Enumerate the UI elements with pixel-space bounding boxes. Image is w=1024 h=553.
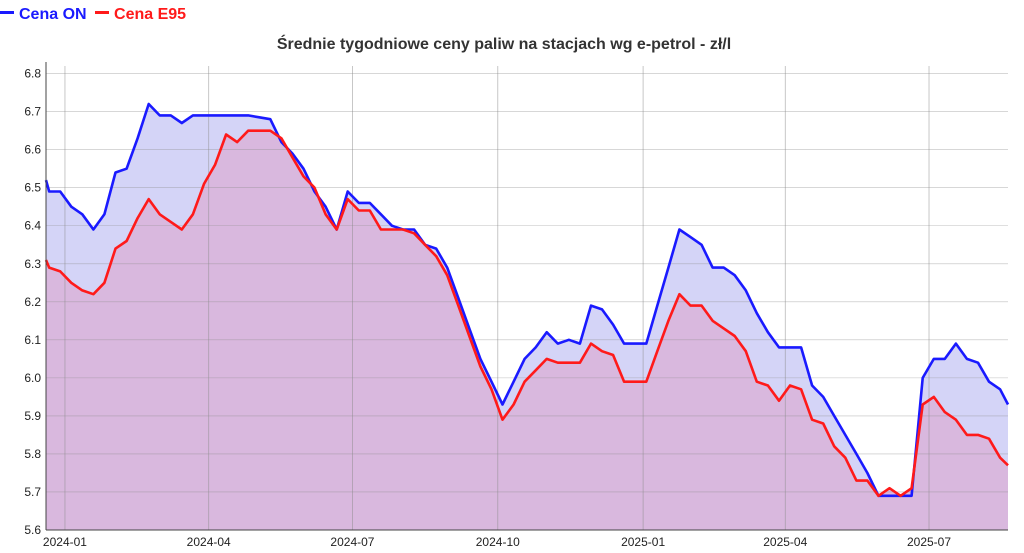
x-tick-label: 2024-01: [43, 535, 87, 549]
y-tick-label: 6.4: [24, 219, 41, 233]
y-tick-label: 6.7: [24, 105, 41, 119]
chart-title: Średnie tygodniowe ceny paliw na stacjac…: [276, 36, 732, 53]
y-tick-label: 6.5: [24, 181, 41, 195]
y-tick-label: 6.3: [24, 257, 41, 271]
x-tick-label: 2024-07: [330, 535, 374, 549]
legend-item-on[interactable]: Cena ON: [0, 6, 87, 24]
y-tick-label: 6.8: [24, 67, 41, 81]
chart-legend: Cena ON Cena E95: [0, 6, 190, 26]
y-tick-label: 5.7: [24, 485, 41, 499]
legend-swatch-on: [0, 11, 14, 15]
y-tick-label: 6.2: [24, 295, 41, 309]
y-tick-label: 6.0: [24, 371, 41, 385]
legend-label-e95: Cena E95: [114, 6, 187, 23]
y-tick-label: 5.9: [24, 409, 41, 423]
y-tick-label: 6.1: [24, 333, 41, 347]
legend-label-on: Cena ON: [19, 6, 87, 23]
y-tick-label: 5.6: [24, 523, 41, 537]
legend-swatch-e95: [95, 11, 110, 15]
x-tick-label: 2025-04: [763, 535, 807, 549]
x-tick-label: 2025-07: [907, 535, 951, 549]
series-area-1: [46, 130, 1008, 530]
x-tick-label: 2024-04: [187, 535, 231, 549]
y-tick-label: 6.6: [24, 143, 41, 157]
y-tick-label: 5.8: [24, 447, 41, 461]
x-tick-label: 2024-10: [476, 535, 520, 549]
x-tick-label: 2025-01: [621, 535, 665, 549]
legend-item-e95[interactable]: Cena E95: [95, 6, 186, 24]
series-line-0[interactable]: [44, 102, 1010, 498]
series-line-1[interactable]: [44, 129, 1009, 498]
